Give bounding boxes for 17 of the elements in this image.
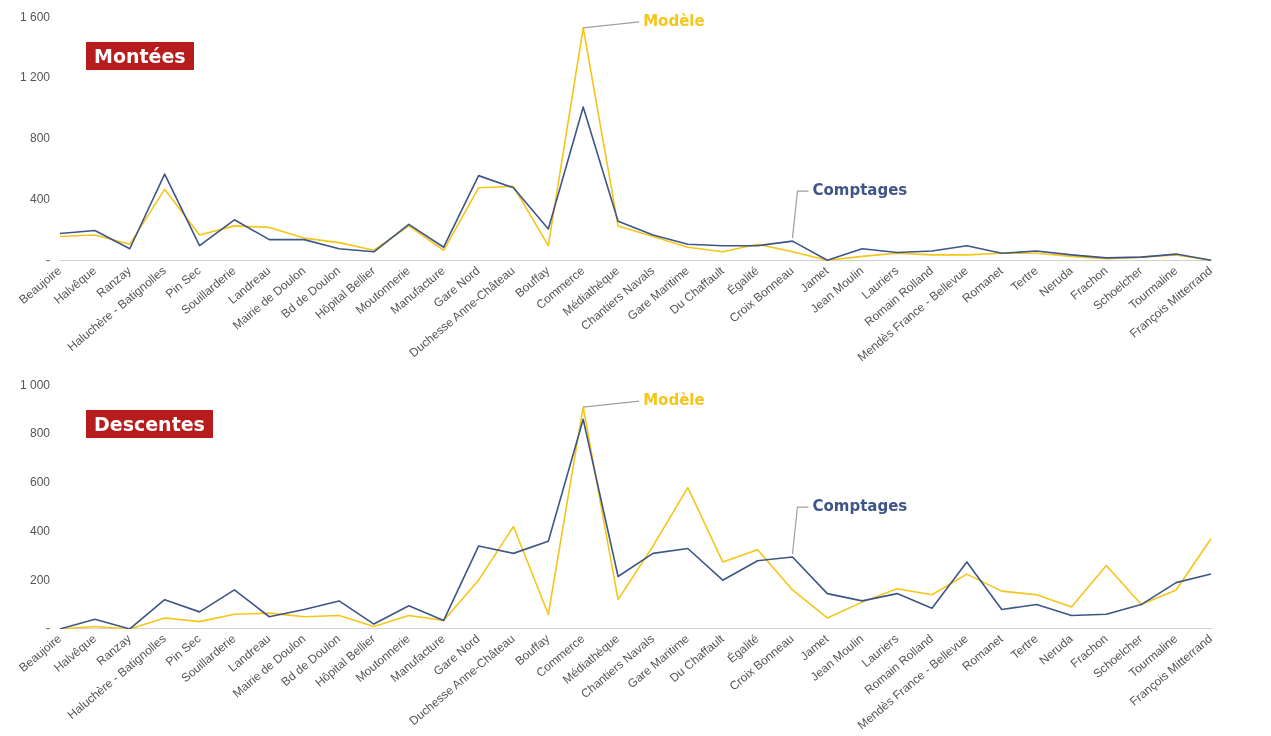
y-tick-label: 200: [30, 572, 51, 587]
text: Comptages: [812, 181, 908, 200]
text: Modèle: [643, 11, 705, 30]
y-tick-label: 400: [30, 523, 51, 538]
y-tick-label: 800: [30, 131, 51, 146]
y-tick-label: 400: [30, 192, 51, 207]
y-tick-label: -: [46, 253, 51, 268]
text: Modèle: [643, 391, 705, 410]
text: Montées: [86, 42, 194, 70]
text: Descentes: [86, 410, 213, 438]
y-tick-label: 1 000: [20, 377, 51, 392]
y-tick-label: 800: [30, 426, 51, 441]
y-tick-label: 1 600: [20, 9, 51, 24]
y-tick-label: 600: [30, 475, 51, 490]
y-tick-label: 1 200: [20, 70, 51, 85]
text: Comptages: [812, 496, 908, 515]
y-tick-label: -: [46, 621, 51, 636]
